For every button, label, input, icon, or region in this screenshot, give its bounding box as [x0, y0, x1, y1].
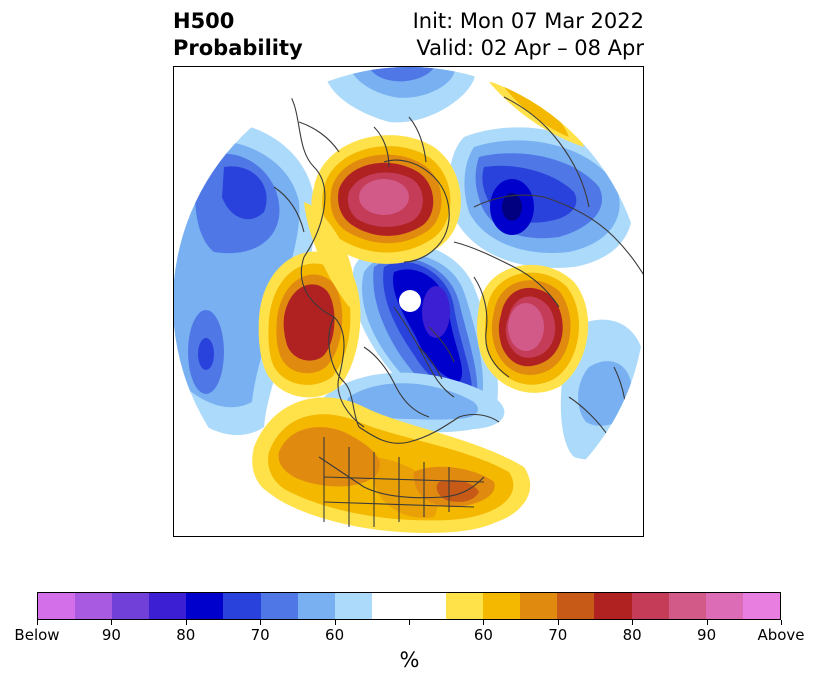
blue-anomaly-north	[324, 67, 476, 123]
color-swatch	[297, 593, 335, 619]
title-line-2: Probability	[173, 36, 303, 60]
color-swatch	[186, 593, 224, 619]
color-swatch	[557, 593, 595, 619]
init-date: Init: Mon 07 Mar 2022	[412, 9, 644, 33]
map-title: H500 Probability	[173, 8, 303, 62]
warm-anomaly-usa	[252, 397, 531, 533]
color-scale-tick-mark	[632, 620, 633, 625]
color-scale-tick-label: Below	[14, 626, 60, 644]
color-scale-tick-label: 60	[325, 626, 345, 644]
map-canvas	[174, 67, 643, 536]
color-swatch	[75, 593, 113, 619]
color-swatch	[668, 593, 706, 619]
color-swatch	[260, 593, 298, 619]
color-swatch	[520, 593, 558, 619]
color-swatch	[446, 593, 484, 619]
color-scale-tick-mark	[335, 620, 336, 625]
title-line-1: H500	[173, 9, 235, 33]
color-scale-tick-mark	[111, 620, 112, 625]
color-scale-tick-label: Above	[757, 626, 805, 644]
color-scale-unit: %	[399, 648, 420, 672]
color-scale-tick-label: 90	[101, 626, 121, 644]
color-swatch	[742, 593, 780, 619]
color-swatch	[149, 593, 187, 619]
color-swatch	[631, 593, 669, 619]
color-swatch	[112, 593, 150, 619]
valid-range: Valid: 02 Apr – 08 Apr	[416, 36, 644, 60]
color-scale-tick-mark	[707, 620, 708, 625]
color-swatch	[483, 593, 521, 619]
color-scale-tick-label: 70	[250, 626, 270, 644]
warm-anomaly-alaska	[311, 135, 461, 264]
color-scale-tick-label: 60	[473, 626, 493, 644]
color-scale-tick-mark	[409, 620, 410, 625]
warm-anomaly-europe	[477, 264, 589, 393]
blue-anomaly-eurasia	[448, 127, 633, 268]
color-scale-tick-mark	[260, 620, 261, 625]
color-scale-tick-label: 80	[622, 626, 642, 644]
color-scale-tick-mark	[37, 620, 38, 625]
color-swatch	[705, 593, 743, 619]
color-swatch	[334, 593, 372, 619]
blue-anomaly-polar	[352, 242, 498, 424]
color-scale-tick-mark	[781, 620, 782, 625]
color-scale-tick-mark	[558, 620, 559, 625]
color-swatch	[38, 593, 76, 619]
color-swatch	[594, 593, 632, 619]
color-swatch	[408, 593, 447, 619]
color-scale-tick-mark	[186, 620, 187, 625]
color-scale-tick-label: 70	[548, 626, 568, 644]
color-scale-tick-label: 80	[176, 626, 196, 644]
color-scale-tick-label: 90	[697, 626, 717, 644]
color-swatch	[371, 593, 409, 619]
color-scale-tick-mark	[483, 620, 484, 625]
color-scale-ticks: Below 90 80 70 60 60 70 80 90 Above	[0, 626, 819, 646]
color-scale	[37, 592, 781, 620]
date-info: Init: Mon 07 Mar 2022 Valid: 02 Apr – 08…	[413, 8, 644, 62]
color-swatch	[223, 593, 261, 619]
probability-map	[173, 66, 644, 537]
